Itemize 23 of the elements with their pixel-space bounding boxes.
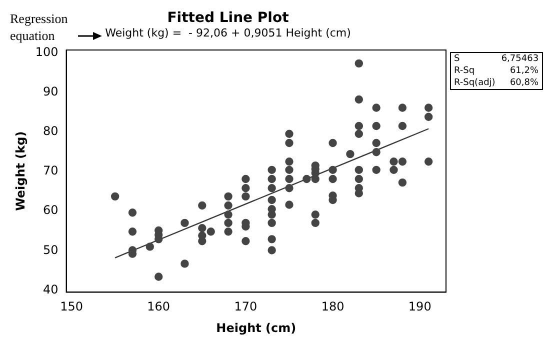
x-tick-label: 190 bbox=[408, 300, 432, 314]
y-tick-label: 90 bbox=[43, 84, 58, 98]
text: 6,75463 bbox=[500, 53, 540, 65]
chart-title: Fitted Line Plot bbox=[167, 10, 290, 26]
text: R-Sq(adj) bbox=[453, 77, 496, 90]
x-tick-label: 180 bbox=[321, 300, 344, 314]
y-tick-label: 40 bbox=[43, 282, 58, 296]
x-tick-label: 150 bbox=[60, 300, 83, 314]
text: Regression equation bbox=[10, 10, 69, 44]
x-axis-title: Height (cm) bbox=[216, 320, 296, 335]
x-tick-label: 160 bbox=[147, 300, 170, 314]
text: 61,2% bbox=[508, 65, 540, 77]
y-axis-title: Weight (kg) bbox=[13, 131, 28, 211]
y-tick-label: 50 bbox=[43, 242, 58, 257]
text: R-Sq bbox=[453, 65, 476, 77]
text: 60,8% bbox=[508, 77, 540, 90]
y-tick-label: 60 bbox=[43, 203, 58, 218]
y-tick-label: 80 bbox=[43, 124, 58, 138]
text: S bbox=[453, 53, 461, 65]
x-tick-label: 170 bbox=[234, 300, 258, 314]
chart-subtitle: Weight (kg) = - 92,06 + 0,9051 Height (cm) bbox=[105, 26, 351, 40]
y-tick-label: 70 bbox=[43, 164, 58, 178]
y-tick-label: 100 bbox=[35, 44, 58, 59]
